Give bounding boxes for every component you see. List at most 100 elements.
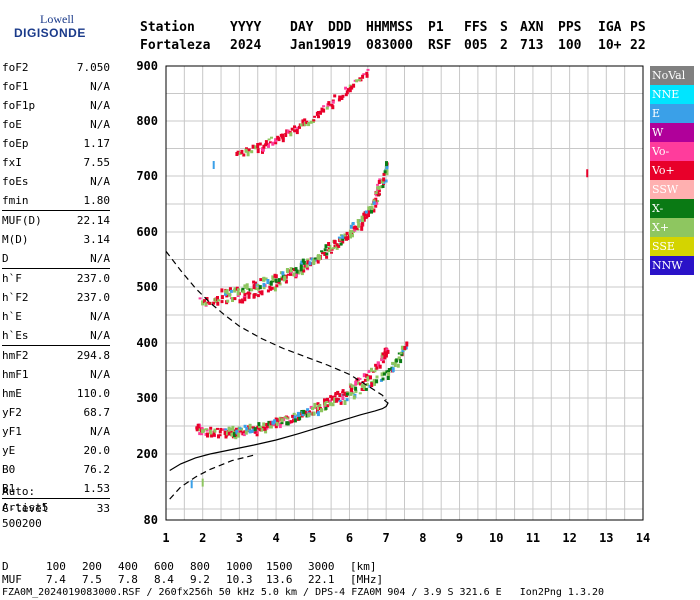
y-tick-label: 300 (136, 391, 158, 405)
echo-mark (379, 378, 383, 382)
echo-mark (201, 300, 205, 306)
param-value: 22.14 (76, 214, 110, 227)
echo-mark (248, 292, 252, 295)
param-value: N/A (90, 99, 110, 112)
echo-mark (334, 392, 338, 395)
echo-mark (345, 398, 349, 402)
echo-mark (358, 382, 362, 386)
echo-mark (391, 361, 395, 365)
echo-mark (397, 356, 401, 359)
x-tick-label: 14 (636, 531, 650, 545)
header-labels-11: PS (630, 20, 646, 35)
echo-mark (262, 144, 266, 149)
x-tick-label: 9 (456, 531, 463, 545)
echo-mark (338, 393, 342, 398)
echo-mark (370, 367, 373, 372)
echo-mark (269, 421, 273, 426)
auto-line1: Auto: (2, 485, 36, 498)
echo-mark (399, 359, 403, 364)
bottomside-profile-curve (169, 399, 389, 472)
param-value: N/A (90, 252, 110, 265)
echo-mark (374, 192, 378, 195)
echo-mark (333, 395, 337, 398)
param-row: foF1 N/A (2, 77, 110, 96)
echo-mark (316, 402, 320, 406)
x-tick-label: 11 (526, 531, 540, 545)
echo-mark (248, 288, 252, 292)
echo-mark (362, 373, 366, 378)
echo-mark (254, 145, 258, 150)
echo-mark (212, 433, 216, 437)
echo-mark (350, 384, 354, 390)
echo-mark (239, 430, 243, 433)
echo-mark (277, 278, 281, 283)
param-value: 68.7 (83, 406, 111, 419)
echo-mark (264, 140, 268, 146)
echo-mark (387, 370, 391, 373)
echo-mark (264, 277, 268, 281)
param-row: hmF2 294.8 (2, 346, 110, 365)
echo-mark (384, 179, 388, 183)
echo-mark (274, 138, 278, 143)
echo-mark (365, 373, 369, 378)
echo-mark (306, 258, 310, 262)
echo-mark (313, 402, 317, 408)
distance-cell: [km] (350, 560, 377, 573)
echo-mark (286, 421, 290, 426)
echo-mark (325, 106, 329, 110)
echo-mark (370, 382, 374, 388)
echo-mark (281, 137, 285, 143)
echo-mark (271, 141, 275, 146)
echo-mark (277, 281, 281, 284)
echo-mark (363, 211, 367, 217)
echo-mark (286, 273, 290, 276)
echo-mark (383, 170, 387, 174)
echo-mark (231, 425, 235, 431)
echo-mark (323, 248, 327, 252)
distance-cell: 100 (46, 560, 66, 573)
param-separator (2, 210, 110, 211)
echo-mark (370, 209, 373, 214)
echo-mark (338, 399, 342, 402)
echo-mark (328, 401, 332, 406)
echo-mark (366, 376, 370, 382)
echo-mark (349, 391, 353, 396)
param-name: MUF(D) (2, 214, 42, 227)
echo-mark (344, 234, 348, 240)
echo-mark (395, 358, 399, 363)
echo-mark (300, 271, 304, 276)
echo-mark (386, 376, 390, 380)
echo-mark (365, 71, 369, 75)
echo-mark (243, 292, 247, 298)
echo-mark (197, 427, 200, 431)
echo-mark (292, 272, 296, 277)
echo-mark (385, 165, 389, 170)
echo-mark (286, 129, 290, 134)
echo-mark (350, 387, 353, 392)
echo-mark (385, 172, 389, 176)
echo-mark (316, 408, 319, 413)
echo-mark (341, 238, 345, 244)
echo-mark (372, 200, 376, 205)
muf-cell: 7.8 (118, 573, 138, 586)
param-value: 76.2 (83, 463, 111, 476)
auto-line3: 500200 (2, 517, 42, 530)
echo-mark (212, 301, 216, 305)
echo-mark (344, 93, 348, 97)
echo-mark (320, 107, 324, 112)
param-name: yF1 (2, 425, 22, 438)
param-name: h`Es (2, 329, 29, 342)
echo-mark (346, 236, 350, 241)
echo-mark (381, 377, 385, 381)
echo-mark (275, 421, 279, 426)
echo-mark (339, 237, 343, 241)
echo-mark (270, 286, 274, 290)
param-row: foE N/A (2, 115, 110, 134)
echo-mark (355, 79, 359, 83)
echo-mark (241, 298, 245, 304)
param-name: h`F (2, 272, 22, 285)
echo-mark (233, 432, 236, 438)
echo-mark (331, 105, 335, 110)
echo-mark (256, 143, 260, 148)
